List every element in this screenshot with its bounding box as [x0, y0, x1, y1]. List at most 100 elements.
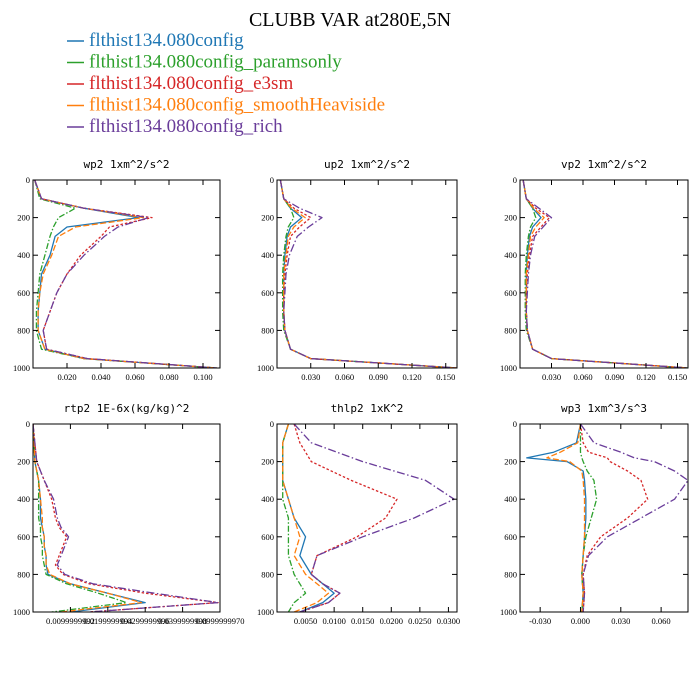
x-tick-label: 0.0299999996	[121, 616, 170, 626]
legend-label: flthist134.080config	[89, 30, 244, 51]
x-tick-label: 0.090	[605, 372, 624, 382]
series-line	[282, 424, 335, 612]
x-tick-label: 0.060	[335, 372, 354, 382]
y-tick-label: 800	[17, 569, 30, 579]
x-tick-label: 0.030	[301, 372, 320, 382]
y-tick-label: 1000	[13, 363, 30, 373]
legend-item: flthist134.080config	[67, 30, 244, 51]
x-tick-label: 0.150	[668, 372, 687, 382]
y-tick-label: 1000	[500, 607, 517, 617]
y-tick-label: 200	[261, 457, 274, 467]
panel-6: wp3 1xm^3/s^3 0 200 400 600 800 1000 -0.030 0.00…	[500, 402, 689, 626]
series-line	[522, 180, 688, 368]
x-tick-label: 0.0050	[294, 616, 317, 626]
series-line	[279, 180, 457, 368]
y-tick-label: 400	[504, 250, 517, 260]
y-tick-label: 0	[26, 175, 30, 185]
y-tick-label: 400	[17, 250, 30, 260]
plot-frame	[32, 423, 221, 613]
panels: wp2 1xm^2/s^2 0 200 400 600 800 1000 0.020 0.040…	[13, 158, 689, 626]
legend-label: flthist134.080config_e3sm	[89, 73, 293, 94]
y-tick-label: 800	[261, 325, 274, 335]
series-line	[33, 424, 128, 612]
x-tick-label: 0.040	[91, 372, 110, 382]
y-tick-label: 200	[17, 457, 30, 467]
x-tick-label: 0.080	[159, 372, 178, 382]
series-line	[279, 180, 457, 368]
legend: flthist134.080configflthist134.080config…	[67, 30, 385, 137]
legend-label: flthist134.080config_smoothHeaviside	[89, 95, 385, 116]
series-line	[282, 424, 330, 612]
panel-1: wp2 1xm^2/s^2 0 200 400 600 800 1000 0.020 0.040…	[13, 158, 221, 382]
series-line	[279, 180, 457, 368]
series-line	[579, 424, 649, 612]
legend-label: flthist134.080config_paramsonly	[89, 52, 342, 73]
y-tick-label: 600	[261, 288, 274, 298]
legend-item: flthist134.080config_e3sm	[67, 73, 293, 94]
series-line	[522, 180, 688, 368]
x-tick-label: 0.060	[652, 616, 671, 626]
x-tick-label: 0.120	[402, 372, 421, 382]
y-tick-label: 200	[504, 457, 517, 467]
panel-title: up2 1xm^2/s^2	[324, 158, 410, 171]
plot-frame	[32, 179, 221, 369]
legend-item: flthist134.080config_paramsonly	[67, 52, 342, 73]
x-tick-label: 0.0150	[351, 616, 374, 626]
y-tick-label: 1000	[257, 363, 274, 373]
y-tick-label: 800	[504, 569, 517, 579]
plot-frame	[276, 423, 458, 613]
legend-item: flthist134.080config_smoothHeaviside	[67, 95, 385, 116]
panel-5: thlp2 1xK^2 0 200 400 600 800 1000 0.0050 0.0100…	[257, 402, 460, 626]
x-tick-label: 0.060	[125, 372, 144, 382]
y-tick-label: 600	[504, 532, 517, 542]
series-line	[279, 180, 457, 368]
y-tick-label: 0	[270, 175, 274, 185]
series-line	[33, 424, 143, 612]
legend-label: flthist134.080config_rich	[89, 116, 283, 137]
panel-4: rtp2 1E-6x(kg/kg)^2 0 200 400 600 800 1000 0.00…	[13, 402, 244, 626]
series-line	[522, 180, 688, 368]
y-tick-label: 200	[504, 213, 517, 223]
series-line	[546, 424, 586, 612]
x-tick-label: 0.020	[57, 372, 76, 382]
panel-title: rtp2 1E-6x(kg/kg)^2	[64, 402, 190, 415]
y-tick-label: 1000	[500, 363, 517, 373]
plot-frame	[519, 423, 689, 613]
x-tick-label: 0.0399999998	[158, 616, 207, 626]
y-tick-label: 800	[17, 325, 30, 335]
y-tick-label: 400	[17, 494, 30, 504]
y-tick-label: 1000	[13, 607, 30, 617]
x-tick-label: 0.060	[573, 372, 592, 382]
series-line	[293, 424, 455, 612]
y-tick-label: 0	[513, 419, 517, 429]
series-line	[522, 180, 688, 368]
y-tick-label: 0	[270, 419, 274, 429]
series-line	[34, 180, 217, 368]
y-tick-label: 0	[26, 419, 30, 429]
y-tick-label: 1000	[257, 607, 274, 617]
series-line	[34, 180, 217, 368]
series-line	[33, 424, 219, 612]
x-tick-label: 0.0300	[437, 616, 460, 626]
x-tick-label: 0.0250	[408, 616, 431, 626]
plot-frame	[519, 179, 689, 369]
x-tick-label: 0.120	[636, 372, 655, 382]
panel-title: wp2 1xm^2/s^2	[83, 158, 169, 171]
series-line	[34, 180, 217, 368]
series-line	[579, 424, 688, 612]
x-tick-label: 0.090	[369, 372, 388, 382]
panel-2: up2 1xm^2/s^2 0 200 400 600 800 1000 0.030 0.060…	[257, 158, 458, 382]
x-tick-label: 0.0999999970	[196, 616, 245, 626]
panel-3: vp2 1xm^2/s^2 0 200 400 600 800 1000 0.030 0.060…	[500, 158, 689, 382]
series-line	[522, 180, 688, 368]
y-tick-label: 600	[17, 532, 30, 542]
series-line	[293, 424, 398, 612]
y-tick-label: 800	[504, 325, 517, 335]
series-line	[34, 180, 217, 368]
figure-title: CLUBB VAR at280E,5N	[249, 9, 451, 31]
x-tick-label: 0.0099999992	[46, 616, 95, 626]
x-tick-label: 0.0199999994	[83, 616, 133, 626]
x-tick-label: 0.030	[611, 616, 630, 626]
x-tick-label: 0.0100	[322, 616, 345, 626]
